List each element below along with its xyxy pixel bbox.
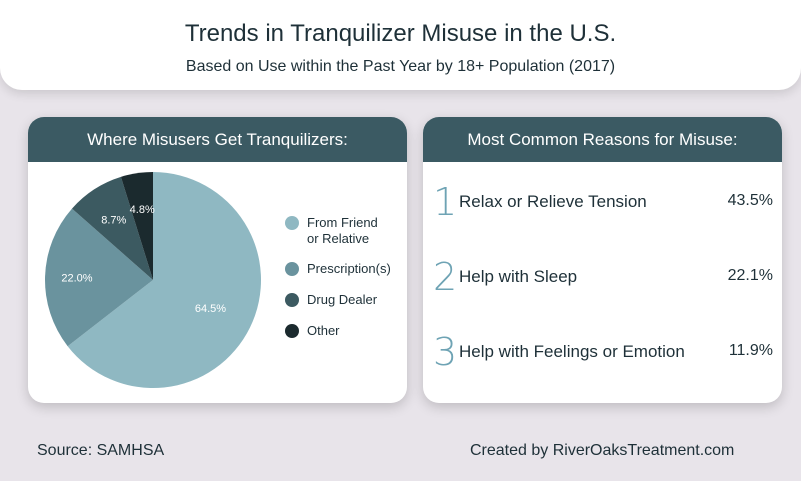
reasons-card-title: Most Common Reasons for Misuse: [423, 117, 782, 162]
reason-label: Relax or Relieve Tension [459, 192, 647, 211]
reason-label: Help with Sleep [459, 267, 578, 286]
reason-item: 2 Help with Sleep 22.1% [433, 257, 773, 297]
reason-value: 11.9% [728, 342, 773, 359]
legend-swatch [285, 324, 299, 338]
pie-slice [120, 172, 153, 280]
pie-slice [45, 208, 154, 347]
reasons-card: Most Common Reasons for Misuse: 1 Relax … [423, 117, 782, 403]
pie-slice [67, 172, 261, 388]
pie-slice [71, 176, 153, 280]
legend-label: Other [307, 323, 340, 338]
page-subtitle: Based on Use within the Past Year by 18+… [185, 58, 616, 75]
source-note: Source: SAMHSA [37, 442, 165, 459]
reason-item: 1 Relax or Relieve Tension 43.5% [433, 182, 773, 222]
reason-value: 43.5% [727, 192, 773, 209]
legend-swatch [285, 293, 299, 307]
legend-label: or Relative [307, 231, 370, 246]
reason-item: 3 Help with Feelings or Emotion 11.9% [433, 332, 773, 372]
reason-rank: 1 [433, 180, 458, 224]
reason-value: 22.1% [727, 267, 773, 284]
legend-label: From Friend [307, 215, 378, 230]
pie-value-label: 22.0% [61, 273, 92, 285]
legend-item: From Friend or Relative [285, 215, 378, 247]
legend-item: Other [285, 323, 340, 339]
reason-label: Help with Feelings or Emotion [459, 342, 685, 361]
pie-card: Where Misusers Get Tranquilizers: 64.5% 2… [28, 117, 407, 403]
header-banner: Trends in Tranquilizer Misuse in the U.S… [0, 0, 801, 90]
legend-label: Drug Dealer [307, 292, 378, 307]
page-title: Trends in Tranquilizer Misuse in the U.S… [184, 20, 617, 47]
pie-value-label: 4.8% [130, 204, 155, 216]
legend-swatch [285, 216, 299, 230]
legend-swatch [285, 262, 299, 276]
pie-chart: 64.5% 22.0% 8.7% 4.8% [45, 172, 261, 388]
reason-rank: 3 [433, 330, 458, 374]
pie-card-title: Where Misusers Get Tranquilizers: [28, 117, 407, 162]
pie-value-label: 8.7% [101, 215, 126, 227]
credit-note: Created by RiverOaksTreatment.com [470, 442, 735, 459]
legend-label: Prescription(s) [307, 261, 391, 276]
reason-rank: 2 [433, 255, 458, 299]
legend-item: Drug Dealer [285, 292, 377, 308]
legend-item: Prescription(s) [285, 261, 391, 277]
pie-value-label: 64.5% [195, 303, 226, 315]
